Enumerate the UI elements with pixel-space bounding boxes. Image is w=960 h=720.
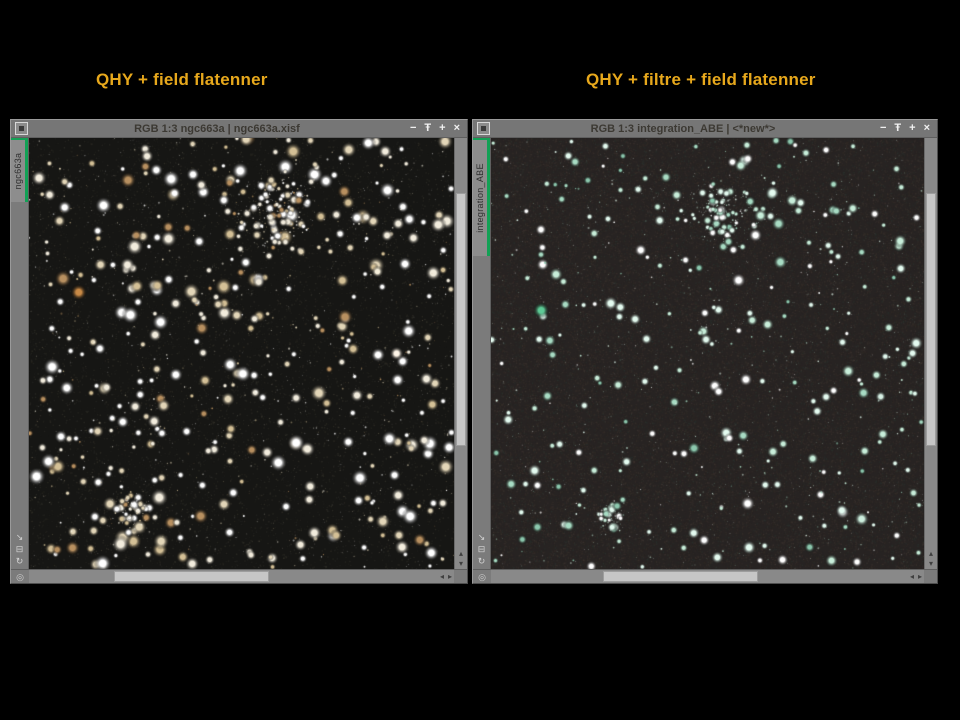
vertical-scroll-arrows: ▴ ▾ [455, 549, 467, 568]
vertical-scroll-arrows: ▴ ▾ [925, 549, 937, 568]
minimize-icon[interactable]: − [409, 122, 417, 134]
tab-bar-spacer [473, 256, 490, 533]
title-bar[interactable]: RGB 1:3 integration_ABE | <*new*> − Ŧ + … [473, 120, 937, 138]
sync-views-icon[interactable]: ◎ [16, 571, 24, 582]
horizontal-scroll-arrows: ◂ ▸ [440, 570, 452, 583]
shade-icon[interactable]: Ŧ [424, 122, 432, 134]
scrollbar-corner [924, 570, 937, 583]
minimize-icon[interactable]: − [879, 122, 887, 134]
image-window-integration-abe: RGB 1:3 integration_ABE | <*new*> − Ŧ + … [472, 119, 938, 584]
shade-icon[interactable]: Ŧ [894, 122, 902, 134]
image-viewport [491, 138, 924, 569]
fit-view-icon[interactable]: ⊟ [15, 544, 24, 554]
caption-left: QHY + field flatenner [96, 70, 268, 89]
horizontal-scrollbar-thumb[interactable] [114, 571, 269, 582]
pan-mode-icon[interactable]: ↘ [477, 532, 486, 542]
window-controls: − Ŧ + × [410, 123, 460, 134]
image-window-ngc663a: RGB 1:3 ngc663a | ngc663a.xisf − Ŧ + × n… [10, 119, 468, 584]
window-menu-icon[interactable] [477, 122, 490, 135]
rotate-view-icon[interactable]: ↻ [15, 556, 24, 566]
scroll-left-icon[interactable]: ◂ [909, 571, 914, 581]
maximize-icon[interactable]: + [439, 122, 446, 134]
pan-mode-icon[interactable]: ↘ [15, 532, 24, 542]
view-tab-integration-abe[interactable]: integration_ABE [473, 138, 490, 256]
horizontal-scroll-arrows: ◂ ▸ [910, 570, 922, 583]
horizontal-scrollbar-thumb[interactable] [603, 571, 758, 582]
starfield-image[interactable] [491, 138, 924, 569]
window-title: RGB 1:3 integration_ABE | <*new*> [590, 122, 776, 135]
scroll-up-icon[interactable]: ▴ [928, 549, 933, 558]
image-viewport [29, 138, 454, 569]
view-tab-label: integration_ABE [475, 163, 485, 233]
sync-views-icon[interactable]: ◎ [478, 571, 486, 582]
starfield-image[interactable] [29, 138, 454, 569]
vertical-scrollbar-thumb[interactable] [456, 193, 466, 446]
scroll-left-icon[interactable]: ◂ [439, 571, 444, 581]
horizontal-scrollbar[interactable]: ◂ ▸ [491, 570, 924, 583]
view-tab-bar: ngc663a ↘ ⊟ ↻ [11, 138, 29, 569]
maximize-icon[interactable]: + [909, 122, 916, 134]
scroll-down-icon[interactable]: ▾ [928, 559, 933, 568]
view-tab-bar: integration_ABE ↘ ⊟ ↻ [473, 138, 491, 569]
scrollbar-corner [454, 570, 467, 583]
fit-view-icon[interactable]: ⊟ [477, 544, 486, 554]
close-icon[interactable]: × [453, 122, 460, 134]
view-mode-buttons: ↘ ⊟ ↻ [11, 533, 28, 569]
window-body: ngc663a ↘ ⊟ ↻ ▴ ▾ [11, 138, 467, 569]
vertical-scrollbar[interactable]: ▴ ▾ [924, 138, 937, 569]
close-icon[interactable]: × [923, 122, 930, 134]
view-tab-ngc663a[interactable]: ngc663a [11, 138, 28, 202]
vertical-scrollbar-thumb[interactable] [926, 193, 936, 446]
caption-right: QHY + filtre + field flatenner [586, 70, 816, 89]
vertical-scrollbar[interactable]: ▴ ▾ [454, 138, 467, 569]
horizontal-scrollbar[interactable]: ◂ ▸ [29, 570, 454, 583]
view-tab-label: ngc663a [13, 152, 23, 190]
window-controls: − Ŧ + × [880, 123, 930, 134]
scroll-up-icon[interactable]: ▴ [458, 549, 463, 558]
window-title: RGB 1:3 ngc663a | ngc663a.xisf [134, 122, 300, 135]
window-menu-icon[interactable] [15, 122, 28, 135]
tab-bar-spacer [11, 202, 28, 533]
title-bar[interactable]: RGB 1:3 ngc663a | ngc663a.xisf − Ŧ + × [11, 120, 467, 138]
scroll-right-icon[interactable]: ▸ [447, 571, 452, 581]
bottom-bar: ◎ ◂ ▸ [473, 569, 937, 583]
scroll-down-icon[interactable]: ▾ [458, 559, 463, 568]
scroll-right-icon[interactable]: ▸ [917, 571, 922, 581]
window-body: integration_ABE ↘ ⊟ ↻ ▴ ▾ [473, 138, 937, 569]
bottom-bar: ◎ ◂ ▸ [11, 569, 467, 583]
rotate-view-icon[interactable]: ↻ [477, 556, 486, 566]
view-mode-buttons: ↘ ⊟ ↻ [473, 533, 490, 569]
